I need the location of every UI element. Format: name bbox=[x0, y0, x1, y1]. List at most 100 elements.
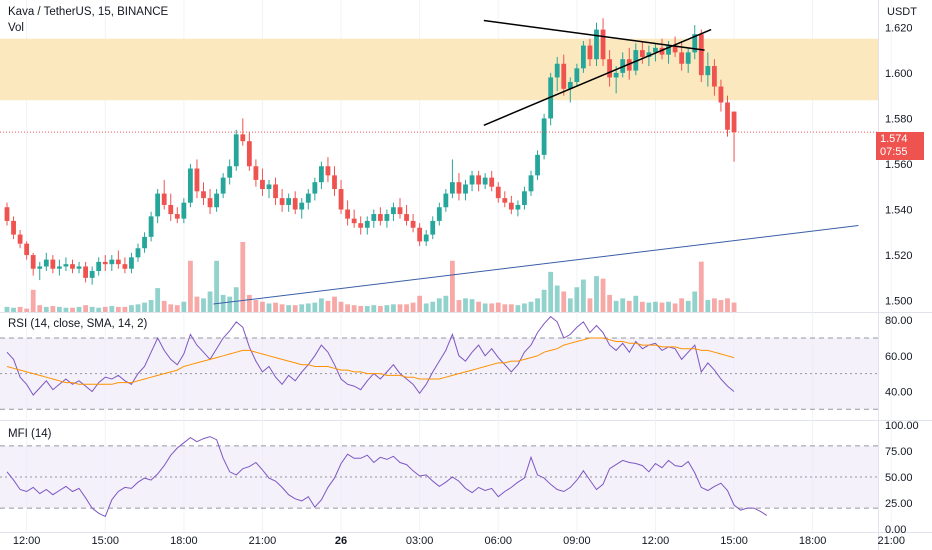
volume-bar bbox=[607, 294, 612, 312]
volume-bar bbox=[456, 300, 462, 312]
volume-bar bbox=[319, 298, 324, 312]
candle-body bbox=[109, 259, 115, 265]
candle-body bbox=[102, 261, 108, 265]
candle-body bbox=[515, 204, 521, 210]
volume-bar bbox=[102, 306, 108, 312]
volume-bar bbox=[240, 242, 246, 312]
rsi-tick-label: 60.00 bbox=[885, 351, 913, 363]
volume-bar bbox=[666, 301, 671, 312]
candle-body bbox=[351, 218, 357, 224]
candle-body bbox=[148, 216, 154, 237]
volume-legend[interactable]: Vol bbox=[8, 22, 24, 34]
volume-bar bbox=[672, 303, 678, 312]
candle-body bbox=[397, 207, 403, 215]
candle-body bbox=[666, 45, 671, 55]
candle-body bbox=[214, 193, 219, 208]
time-tick-label: 12:00 bbox=[13, 535, 41, 547]
candle-body bbox=[410, 220, 416, 228]
candle-body bbox=[338, 189, 344, 210]
volume-bar bbox=[436, 298, 442, 312]
price-tick-label: 1.600 bbox=[885, 68, 913, 80]
time-tick-label: 15:00 bbox=[720, 535, 748, 547]
volume-bar bbox=[292, 305, 298, 312]
candle-body bbox=[188, 168, 193, 203]
candle-body bbox=[600, 29, 606, 60]
volume-bar bbox=[731, 302, 737, 312]
candle-body bbox=[502, 198, 508, 203]
volume-bar bbox=[214, 260, 219, 312]
candle-body bbox=[129, 257, 134, 269]
volume-bar bbox=[594, 276, 599, 312]
volume-bar bbox=[43, 306, 49, 312]
candle-body bbox=[574, 68, 580, 82]
volume-bar bbox=[495, 302, 501, 312]
candle-body bbox=[581, 45, 586, 69]
candle-body bbox=[672, 45, 678, 53]
mfi-legend[interactable]: MFI (14) bbox=[8, 428, 52, 440]
mfi-line bbox=[6, 436, 768, 518]
symbol-legend[interactable]: Kava / TetherUS, 15, BINANCE bbox=[8, 6, 169, 18]
rsi-ma-line bbox=[6, 337, 735, 385]
price-tick-label: 1.540 bbox=[885, 205, 913, 217]
candle-body bbox=[24, 243, 30, 256]
time-tick-label: 21:00 bbox=[249, 535, 277, 547]
volume-bar bbox=[502, 304, 508, 312]
candle-body bbox=[168, 204, 174, 215]
volume-bar bbox=[174, 305, 180, 312]
volume-bar bbox=[83, 305, 88, 312]
candle-body bbox=[377, 214, 383, 221]
volume-bar bbox=[279, 304, 285, 312]
volume-bar bbox=[246, 294, 252, 312]
volume-bar bbox=[574, 287, 580, 312]
volume-bar bbox=[220, 294, 226, 312]
candle-body bbox=[436, 207, 442, 221]
volume-bar bbox=[489, 303, 495, 312]
resistance-zone bbox=[0, 38, 878, 101]
candle-body bbox=[220, 177, 226, 194]
volume-bar bbox=[659, 302, 665, 312]
volume-bar bbox=[181, 301, 187, 312]
candle-body bbox=[207, 198, 213, 208]
volume-bar bbox=[567, 298, 573, 312]
volume-bar bbox=[613, 300, 619, 312]
candle-body bbox=[456, 182, 462, 194]
volume-bar bbox=[286, 305, 292, 312]
candle-body bbox=[266, 184, 272, 190]
candle-body bbox=[718, 86, 724, 103]
candle-body bbox=[30, 255, 36, 269]
volume-bar bbox=[76, 306, 82, 312]
volume-bar bbox=[476, 301, 481, 312]
volume-bar bbox=[299, 304, 305, 312]
candle-body bbox=[463, 184, 468, 194]
rsi-legend[interactable]: RSI (14, close, SMA, 14, 2) bbox=[8, 318, 148, 330]
candle-body bbox=[508, 202, 514, 210]
candle-body bbox=[391, 207, 396, 215]
candle-body bbox=[233, 134, 239, 167]
candle-body bbox=[417, 227, 423, 242]
volume-bar bbox=[227, 296, 233, 312]
candle-body bbox=[305, 193, 311, 203]
candle-body bbox=[371, 214, 377, 221]
triangle-lower-line bbox=[483, 28, 712, 126]
volume-bar bbox=[70, 307, 75, 312]
mfi-tick-label: 50.00 bbox=[885, 472, 913, 484]
volume-bar bbox=[50, 306, 56, 312]
volume-bar bbox=[548, 271, 554, 312]
volume-bar bbox=[325, 300, 331, 312]
volume-bar bbox=[718, 300, 724, 312]
price-tick-label: 1.580 bbox=[885, 113, 913, 125]
candle-body bbox=[57, 266, 62, 269]
mfi-tick-label: 25.00 bbox=[885, 498, 913, 510]
volume-bar bbox=[155, 288, 161, 312]
candle-body bbox=[70, 264, 75, 269]
volume-bar bbox=[410, 302, 416, 312]
volume-bar bbox=[135, 304, 141, 312]
volume-bar bbox=[384, 305, 390, 312]
candle-body bbox=[155, 193, 161, 217]
candle-body bbox=[535, 154, 540, 176]
volume-bar bbox=[443, 295, 449, 312]
candle-body bbox=[273, 184, 278, 199]
volume-bar bbox=[554, 285, 560, 312]
volume-bar bbox=[469, 299, 475, 312]
